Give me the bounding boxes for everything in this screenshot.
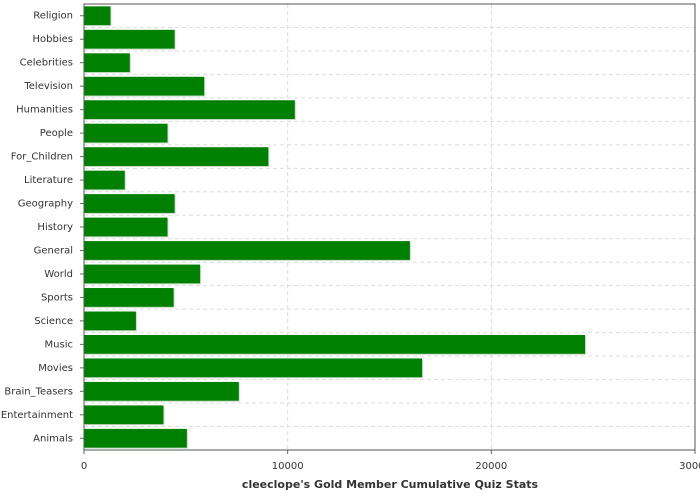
y-tick-label: History [37,222,73,233]
y-tick-label: Music [45,339,73,350]
y-tick-label: Literature [24,175,73,186]
y-tick-label: Celebrities [20,58,73,69]
bar [84,358,423,378]
y-tick-label: Geography [18,199,73,210]
y-tick-label: World [44,269,73,280]
y-tick-label: Sports [41,292,73,303]
y-tick-label: For_Children [11,152,73,163]
bar [84,53,130,73]
plot-border [83,3,696,451]
bar [84,241,410,260]
bar [84,264,201,284]
y-tick-label: Animals [33,433,73,444]
bar [84,334,586,354]
y-tick-label: Religion [33,11,73,22]
x-tick-label: 30000 [679,461,700,472]
bar [84,76,205,96]
bar [84,170,125,190]
y-tick-label: People [40,128,73,139]
bar [84,311,136,331]
bar [84,29,175,49]
y-tick-label: Hobbies [33,34,73,45]
x-axis-label: cleeclope's Gold Member Cumulative Quiz … [242,478,539,491]
bar [84,6,111,26]
y-tick-label: Movies [38,363,73,374]
bar [84,217,168,237]
bar [84,147,269,166]
y-tick-label: General [34,245,73,256]
y-tick-label: Television [23,81,73,92]
x-tick-label: 10000 [272,461,304,472]
bar [84,381,239,401]
y-tick-label: Entertainment [1,410,73,421]
bar [84,288,174,307]
bar [84,123,168,143]
x-tick-label: 20000 [475,461,507,472]
x-tick-label: 0 [81,461,87,472]
bar [84,405,164,425]
y-tick-label: Science [34,316,73,327]
y-tick-label: Humanities [16,105,73,116]
y-tick-label: Brain_Teasers [4,386,73,397]
bar [84,428,187,448]
bar [84,100,295,120]
bar [84,194,175,213]
